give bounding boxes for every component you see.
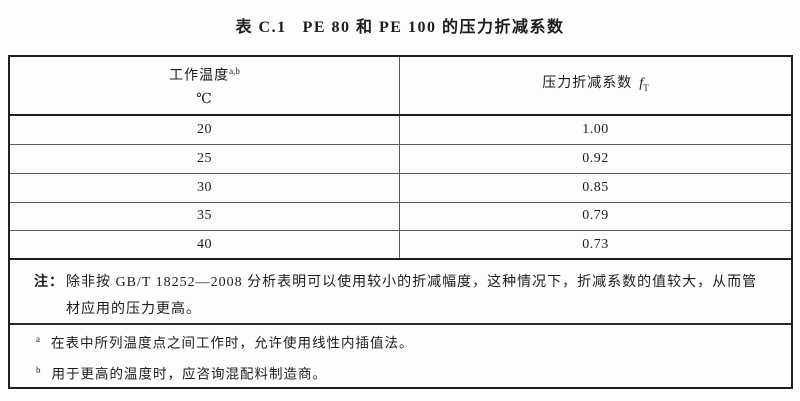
footnote-b-marker: b [36, 364, 41, 375]
table-row: 35 0.79 [10, 202, 791, 232]
symbol-subscript-T: T [643, 82, 649, 93]
factor-value: 0.79 [582, 208, 609, 224]
symbol-f: f [639, 75, 644, 91]
table-caption-number: 表 C.1 [235, 19, 287, 36]
header-derating-factor: 压力折减系数 fT [400, 57, 791, 114]
temperature-value: 30 [197, 179, 212, 195]
temperature-cell: 35 [10, 202, 400, 231]
factor-cell: 0.85 [400, 174, 791, 202]
table-row: 20 1.00 [10, 116, 791, 146]
derating-factor-symbol: fT [639, 75, 649, 93]
temperature-value: 35 [197, 208, 212, 224]
factor-value: 0.73 [582, 236, 609, 252]
note-label: 注： [34, 275, 64, 290]
footnote-a: a 在表中所列温度点之间工作时，允许使用线性内插值法。 [36, 326, 777, 357]
factor-cell: 0.92 [400, 145, 791, 173]
temperature-cell: 20 [10, 116, 400, 145]
header-superscript-ab: a,b [229, 66, 240, 77]
header-working-temperature: 工作温度a,b ℃ [10, 57, 400, 115]
table-caption: 表 C.1 PE 80 和 PE 100 的压力折减系数 [0, 13, 800, 37]
temperature-value: 25 [197, 150, 212, 166]
factor-value: 0.85 [582, 179, 609, 195]
pressure-derating-table: 工作温度a,b ℃ 压力折减系数 fT 20 1.00 25 0.92 30 0.… [8, 55, 793, 389]
temperature-value: 40 [197, 236, 212, 252]
footnote-b: b 用于更高的温度时，应咨询混配料制造商。 [36, 357, 777, 388]
factor-cell: 0.79 [400, 203, 791, 231]
table-header-row: 工作温度a,b ℃ 压力折减系数 fT [10, 57, 791, 117]
table-row: 30 0.85 [10, 173, 791, 203]
note-text: 除非按 GB/T 18252—2008 分析表明可以使用较小的折减幅度，这种情况… [66, 275, 758, 317]
table-row: 40 0.73 [10, 231, 791, 260]
temperature-value: 20 [197, 122, 212, 138]
factor-value: 0.92 [582, 150, 609, 166]
temperature-cell: 40 [10, 231, 400, 258]
derating-factor-label: 压力折减系数 [542, 75, 633, 91]
header-temperature-unit: ℃ [196, 92, 213, 107]
header-working-temperature-title: 工作温度a,b [169, 60, 240, 88]
factor-value: 1.00 [582, 122, 609, 138]
table-caption-title: PE 80 和 PE 100 的压力折减系数 [302, 19, 565, 36]
table-footnotes: a 在表中所列温度点之间工作时，允许使用线性内插值法。 b 用于更高的温度时，应咨询… [10, 325, 791, 387]
footnote-b-text: 用于更高的温度时，应咨询混配料制造商。 [51, 366, 327, 381]
factor-cell: 1.00 [400, 116, 791, 144]
working-temperature-label: 工作温度 [169, 69, 230, 84]
temperature-cell: 30 [10, 173, 400, 202]
header-derating-factor-title: 压力折减系数 fT [542, 72, 648, 100]
table-row: 25 0.92 [10, 145, 791, 174]
temperature-cell: 25 [10, 145, 400, 173]
footnote-a-marker: a [36, 334, 40, 344]
factor-cell: 0.73 [400, 231, 791, 258]
footnote-a-text: 在表中所列温度点之间工作时，允许使用线性内插值法。 [51, 335, 414, 351]
table-note: 注： 除非按 GB/T 18252—2008 分析表明可以使用较小的折减幅度，这… [10, 260, 791, 325]
